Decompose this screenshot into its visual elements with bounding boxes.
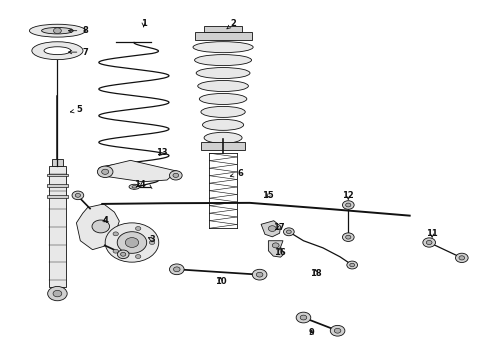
Ellipse shape [44,47,71,55]
Text: 6: 6 [230,169,243,178]
Circle shape [53,28,61,33]
Circle shape [269,226,276,231]
Circle shape [345,203,351,207]
Circle shape [113,249,119,253]
Text: 2: 2 [227,19,236,29]
Circle shape [423,238,436,247]
Text: 9: 9 [309,328,315,337]
Text: 14: 14 [134,180,146,189]
Ellipse shape [201,107,245,117]
Text: 13: 13 [156,148,168,157]
Ellipse shape [42,27,73,34]
Text: 18: 18 [310,269,321,278]
Circle shape [330,325,345,336]
Circle shape [101,169,109,174]
Circle shape [121,252,126,256]
Text: 4: 4 [102,216,108,225]
Text: 7: 7 [69,48,88,57]
Circle shape [456,253,468,262]
Bar [51,158,63,166]
Circle shape [300,315,307,320]
Ellipse shape [132,185,137,188]
Ellipse shape [204,132,242,143]
Circle shape [136,255,141,258]
Ellipse shape [129,184,140,189]
Circle shape [117,232,147,253]
Ellipse shape [29,24,85,37]
Text: 16: 16 [274,248,286,257]
Circle shape [296,312,311,323]
Text: 1: 1 [141,19,147,28]
Circle shape [117,250,129,258]
Bar [195,32,251,40]
Circle shape [125,238,139,247]
Ellipse shape [193,42,253,53]
Circle shape [252,269,267,280]
Circle shape [426,240,432,244]
Circle shape [136,226,141,230]
Circle shape [345,235,351,239]
Polygon shape [104,160,177,182]
Circle shape [272,243,279,248]
Circle shape [53,291,62,297]
Bar [201,143,245,150]
Circle shape [72,191,84,200]
Ellipse shape [202,120,244,130]
Circle shape [149,240,155,244]
Text: 12: 12 [343,191,354,200]
Circle shape [343,233,354,242]
Circle shape [350,263,355,267]
Text: 5: 5 [71,105,82,114]
Ellipse shape [196,68,250,78]
Bar [47,174,68,176]
Ellipse shape [198,81,248,91]
Circle shape [173,173,179,177]
Circle shape [343,201,354,209]
Bar [49,166,66,287]
Ellipse shape [195,55,251,66]
Circle shape [92,220,110,233]
Polygon shape [261,221,281,237]
Ellipse shape [199,94,247,104]
Text: 3: 3 [148,235,155,244]
Polygon shape [269,241,285,257]
Bar [47,195,68,198]
Circle shape [170,171,182,180]
Text: 10: 10 [215,277,226,286]
Circle shape [48,287,67,301]
Circle shape [105,223,159,262]
Circle shape [256,272,263,277]
Text: 8: 8 [69,26,88,35]
Text: 15: 15 [263,191,274,200]
Circle shape [284,228,294,236]
Circle shape [170,264,184,275]
Circle shape [113,232,119,236]
Circle shape [459,256,465,260]
Ellipse shape [32,42,83,60]
Circle shape [347,261,358,269]
Text: 17: 17 [273,223,285,232]
Circle shape [75,193,80,197]
Circle shape [98,166,113,177]
Circle shape [287,230,291,234]
Text: 11: 11 [426,229,438,238]
Bar [47,184,68,187]
Circle shape [334,328,341,333]
Bar [204,26,242,32]
Polygon shape [76,204,119,249]
Circle shape [173,267,180,272]
